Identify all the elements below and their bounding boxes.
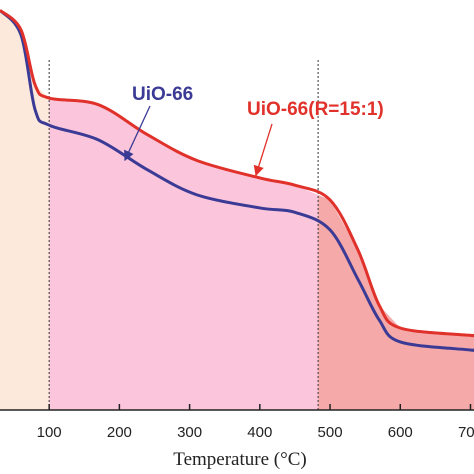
annotation-arrow — [124, 105, 151, 162]
x-axis-title: Temperature (°C) — [173, 449, 306, 470]
x-tick-label: 300 — [177, 424, 202, 441]
annotation-arrow — [253, 123, 273, 177]
annotation: UiO-66 — [132, 84, 193, 105]
x-tick-label: 600 — [388, 424, 413, 441]
x-tick-label: 500 — [318, 424, 343, 441]
x-tick-label: 700 — [458, 424, 474, 441]
region-area — [0, 10, 50, 410]
x-tick-label: 400 — [247, 424, 272, 441]
series-line — [0, 9, 474, 352]
x-tick-label: 200 — [107, 424, 132, 441]
x-tick-label: 100 — [37, 424, 62, 441]
series-line — [0, 9, 474, 338]
annotation: UiO-66(R=15:1) — [247, 99, 384, 120]
